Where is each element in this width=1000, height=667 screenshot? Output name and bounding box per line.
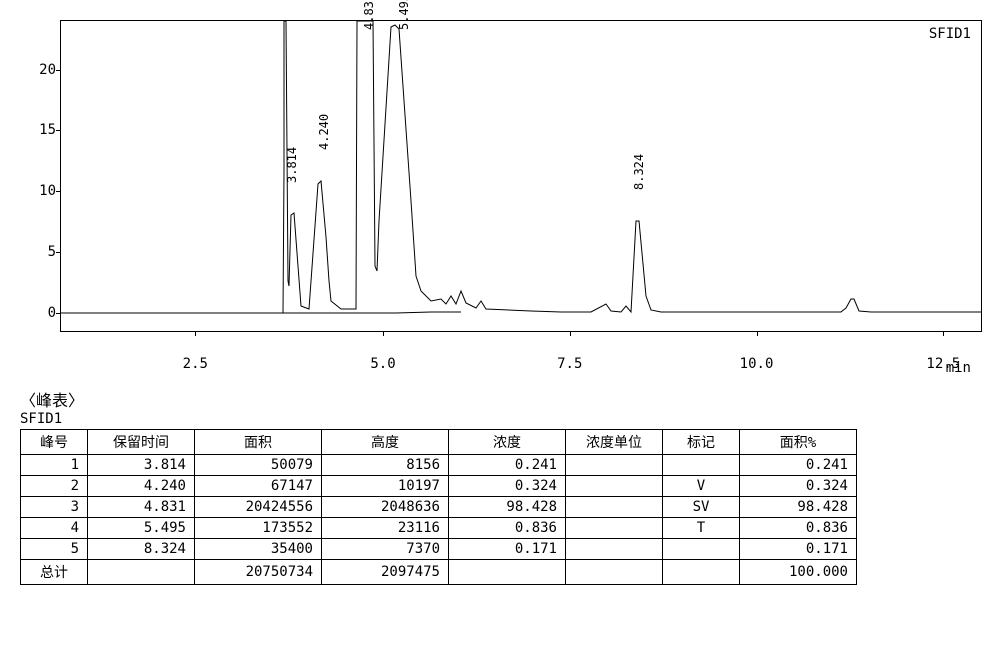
table-row: 13.8145007981560.2410.241 bbox=[21, 455, 857, 476]
cell-mark bbox=[663, 455, 740, 476]
cell-height: 2048636 bbox=[322, 497, 449, 518]
x-tick bbox=[383, 331, 384, 336]
cell-areapct: 0.171 bbox=[740, 539, 857, 560]
peak-table: 峰号 保留时间 面积 高度 浓度 浓度单位 标记 面积% 13.81450079… bbox=[20, 429, 857, 585]
y-axis: 0 5 10 15 20 bbox=[21, 21, 56, 331]
table-row: 58.3243540073700.1710.171 bbox=[21, 539, 857, 560]
col-header: 峰号 bbox=[21, 430, 88, 455]
table-header-row: 峰号 保留时间 面积 高度 浓度 浓度单位 标记 面积% bbox=[21, 430, 857, 455]
cell-conc: 0.241 bbox=[449, 455, 566, 476]
total-mark bbox=[663, 560, 740, 585]
x-tick bbox=[570, 331, 571, 336]
y-tick-label: 10 bbox=[39, 183, 56, 199]
y-tick-label: 0 bbox=[48, 305, 56, 321]
total-conc bbox=[449, 560, 566, 585]
col-header: 面积 bbox=[195, 430, 322, 455]
cell-area: 20424556 bbox=[195, 497, 322, 518]
cell-height: 8156 bbox=[322, 455, 449, 476]
col-header: 标记 bbox=[663, 430, 740, 455]
col-header: 面积% bbox=[740, 430, 857, 455]
total-area: 20750734 bbox=[195, 560, 322, 585]
peak-label: 4.240 bbox=[317, 114, 331, 150]
total-label: 总计 bbox=[21, 560, 88, 585]
cell-rt: 3.814 bbox=[88, 455, 195, 476]
x-tick bbox=[195, 331, 196, 336]
cell-peak: 2 bbox=[21, 476, 88, 497]
peak-label: 8.324 bbox=[632, 154, 646, 190]
cell-areapct: 0.836 bbox=[740, 518, 857, 539]
cell-peak: 5 bbox=[21, 539, 88, 560]
cell-height: 7370 bbox=[322, 539, 449, 560]
peak-label: 5.495 bbox=[397, 0, 411, 30]
cell-conc: 0.836 bbox=[449, 518, 566, 539]
y-tick-label: 15 bbox=[39, 122, 56, 138]
cell-mark: SV bbox=[663, 497, 740, 518]
cell-rt: 5.495 bbox=[88, 518, 195, 539]
cell-peak: 4 bbox=[21, 518, 88, 539]
total-height: 2097475 bbox=[322, 560, 449, 585]
cell-areapct: 98.428 bbox=[740, 497, 857, 518]
table-total-row: 总计 20750734 2097475 100.000 bbox=[21, 560, 857, 585]
cell-mark: T bbox=[663, 518, 740, 539]
cell-mark: V bbox=[663, 476, 740, 497]
table-row: 24.24067147101970.324V0.324 bbox=[21, 476, 857, 497]
cell-area: 50079 bbox=[195, 455, 322, 476]
cell-conc: 98.428 bbox=[449, 497, 566, 518]
col-header: 浓度 bbox=[449, 430, 566, 455]
col-header: 浓度单位 bbox=[566, 430, 663, 455]
total-unit bbox=[566, 560, 663, 585]
x-axis-title: min bbox=[946, 360, 971, 376]
chromatogram-trace bbox=[61, 21, 981, 331]
y-tick-label: 20 bbox=[39, 62, 56, 78]
x-tick bbox=[757, 331, 758, 336]
cell-rt: 4.831 bbox=[88, 497, 195, 518]
total-areapct: 100.000 bbox=[740, 560, 857, 585]
table-title: 〈峰表〉 bbox=[20, 387, 990, 411]
cell-mark bbox=[663, 539, 740, 560]
y-tick-label: 5 bbox=[48, 244, 56, 260]
cell-peak: 3 bbox=[21, 497, 88, 518]
cell-peak: 1 bbox=[21, 455, 88, 476]
x-tick-label: 2.5 bbox=[183, 356, 208, 372]
cell-unit bbox=[566, 497, 663, 518]
cell-area: 67147 bbox=[195, 476, 322, 497]
cell-height: 10197 bbox=[322, 476, 449, 497]
cell-areapct: 0.324 bbox=[740, 476, 857, 497]
cell-area: 35400 bbox=[195, 539, 322, 560]
peak-label: 3.814 bbox=[285, 147, 299, 183]
total-rt bbox=[88, 560, 195, 585]
cell-areapct: 0.241 bbox=[740, 455, 857, 476]
x-tick bbox=[943, 331, 944, 336]
x-tick-label: 10.0 bbox=[740, 356, 774, 372]
col-header: 保留时间 bbox=[88, 430, 195, 455]
table-row: 34.83120424556204863698.428SV98.428 bbox=[21, 497, 857, 518]
cell-unit bbox=[566, 476, 663, 497]
table-detector: SFID1 bbox=[20, 411, 990, 427]
cell-conc: 0.171 bbox=[449, 539, 566, 560]
x-tick-label: 7.5 bbox=[557, 356, 582, 372]
cell-conc: 0.324 bbox=[449, 476, 566, 497]
chromatogram-chart: SFID1 0 5 10 15 20 2.5 5.0 7.5 10.0 12.5… bbox=[60, 20, 982, 332]
col-header: 高度 bbox=[322, 430, 449, 455]
peak-label: 4.831 bbox=[362, 0, 376, 30]
cell-unit bbox=[566, 455, 663, 476]
x-tick-label: 5.0 bbox=[370, 356, 395, 372]
cell-height: 23116 bbox=[322, 518, 449, 539]
cell-area: 173552 bbox=[195, 518, 322, 539]
cell-rt: 8.324 bbox=[88, 539, 195, 560]
cell-rt: 4.240 bbox=[88, 476, 195, 497]
table-row: 45.495173552231160.836T0.836 bbox=[21, 518, 857, 539]
cell-unit bbox=[566, 539, 663, 560]
cell-unit bbox=[566, 518, 663, 539]
